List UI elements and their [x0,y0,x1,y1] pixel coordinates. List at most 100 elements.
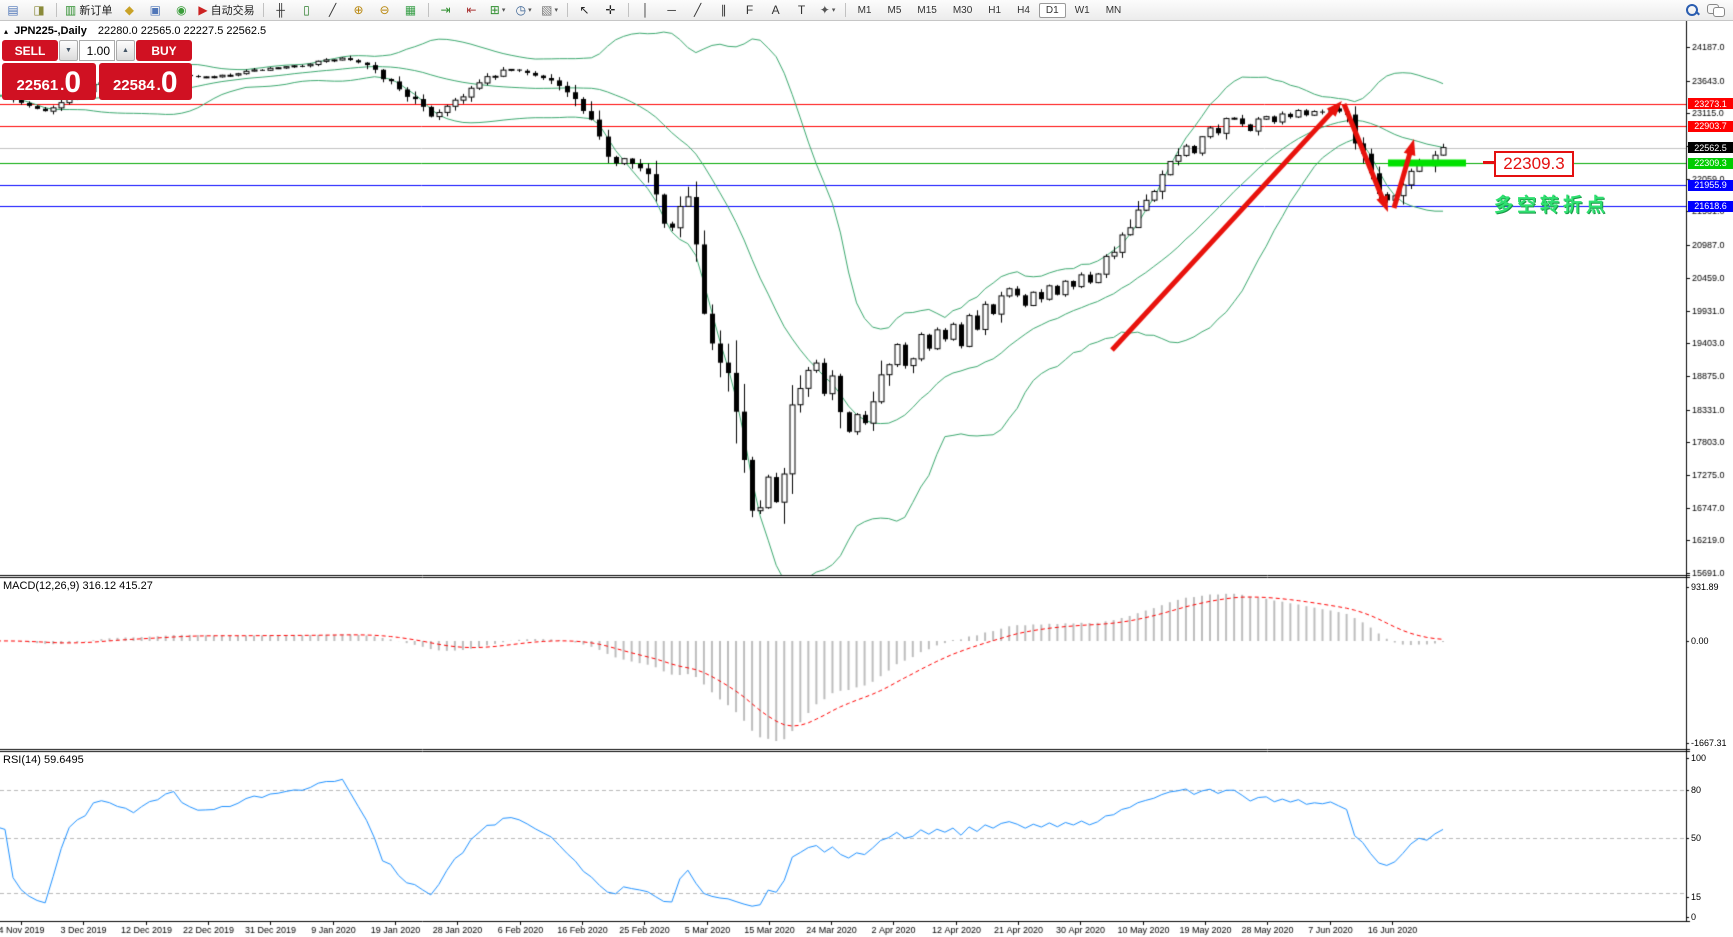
indicator-list-icon: ◆ [124,3,134,17]
toolbar-separator [427,3,429,17]
line-chart-icon[interactable]: ╱ [321,0,345,20]
rsi-axis-label: 15 [1691,892,1702,902]
profiles-icon: ◨ [33,3,45,17]
fibonacci-icon: F [745,3,754,17]
rsi-axis-label: 50 [1691,833,1702,843]
crosshair-icon[interactable]: ✛ [599,0,623,20]
trendline-icon: ╱ [693,3,702,17]
bid-pip-digit: 0 [64,66,82,99]
timeframe-d1[interactable]: D1 [1038,2,1066,18]
signals-icon[interactable]: ◉ [169,0,193,20]
add-indicator-icon: ⊞ [489,3,500,17]
ask-main-digits: 22584 [112,77,155,94]
ohlc-values: 22280.0 22565.0 22227.5 22562.5 [97,25,267,37]
add-indicator-icon-dropdown[interactable]: ▾ [501,7,506,14]
horizontal-line-icon[interactable]: ─ [660,0,684,20]
arrows-icon: ✦ [819,3,830,17]
toolbar-separator [566,3,568,17]
timeframe-m15[interactable]: M15 [917,4,937,16]
cursor-icon[interactable]: ↖ [573,0,597,20]
callout-anchor-tick [1483,161,1494,164]
price-badge: 21618.6 [1688,200,1733,212]
chat-icon[interactable] [1707,4,1725,17]
macd-axis-label: 0.00 [1691,636,1709,646]
auto-scroll-icon[interactable]: ⇥ [434,0,458,20]
timeframe-w1[interactable]: W1 [1074,4,1090,16]
new-chart-icon[interactable]: ▤ [1,0,25,20]
trendline-icon[interactable]: ╱ [686,0,710,20]
add-indicator-icon[interactable]: ⊞ ▾ [486,0,510,20]
macd-label: MACD(12,26,9) 316.12 415.27 [3,580,153,592]
fibonacci-icon[interactable]: F [738,0,762,20]
toolbar-separator [56,3,57,17]
arrows-icon[interactable]: ✦ ▾ [816,0,840,20]
templates-icon-dropdown[interactable]: ▾ [554,7,558,14]
ask-pip-digit: 0 [160,66,178,99]
search-icon[interactable] [1685,3,1700,17]
chart-shift-icon[interactable]: ⇤ [460,0,484,20]
new-order-icon-label: 新订单 [79,5,113,17]
bid-price[interactable]: 22561. 0 [2,63,96,100]
one-click-trading-panel: SELL ▼ 1.00 ▲ BUY 22561. 0 22584. 0 [2,40,192,100]
price-badge: 23273.1 [1688,98,1733,110]
ask-dot: . [156,77,161,94]
arrows-icon-dropdown[interactable]: ▾ [831,7,836,14]
sell-button[interactable]: SELL [2,40,58,61]
candles-chart-icon: ▯ [303,3,310,17]
templates-icon: ▧ [541,3,553,17]
periods-icon-dropdown[interactable]: ▾ [528,7,532,14]
turning-point-annotation: 多空转折点 [1494,195,1610,216]
new-order-icon[interactable]: ▥ 新订单 [62,0,115,20]
collapse-panel-icon[interactable]: ▴ [4,27,9,36]
periods-icon[interactable]: ◷ ▾ [512,0,536,20]
macd-axis-label: 931.89 [1691,582,1719,592]
horizontal-line-icon: ─ [667,3,676,17]
rsi-axis-label: 80 [1691,785,1702,795]
text-label-icon: T [797,3,806,17]
autotrading-icon[interactable]: ▶ 自动交易 [195,0,257,20]
bars-chart-icon: ╫ [276,3,285,17]
timeframe-m30[interactable]: M30 [952,4,973,16]
toolbar-right [1681,3,1727,17]
text-icon: A [771,3,780,17]
timeframe-m1[interactable]: M1 [857,4,872,16]
periods-icon: ◷ [515,3,527,17]
templates-icon[interactable]: ▧ ▾ [538,0,562,20]
timeframe-h4[interactable]: H4 [1017,4,1030,16]
buy-button[interactable]: BUY [136,40,192,61]
price-badge: 22903.7 [1688,120,1733,132]
text-icon[interactable]: A [764,0,788,20]
volume-input[interactable]: 1.00 [79,40,115,61]
rsi-axis-label: 100 [1691,753,1707,763]
rsi-label: RSI(14) 59.6495 [3,754,84,766]
zoom-out-icon: ⊖ [379,3,390,17]
timeframe-mn[interactable]: MN [1105,4,1122,16]
volume-increase-button[interactable]: ▲ [116,40,135,61]
macd-axis-label: -1667.31 [1691,738,1727,748]
price-badge: 22562.5 [1688,142,1733,154]
timeframe-h1[interactable]: H1 [988,4,1002,16]
candles-chart-icon[interactable]: ▯ [295,0,319,20]
market-watch-icon[interactable]: ▣ [143,0,167,20]
volume-decrease-button[interactable]: ▼ [59,40,78,61]
ask-price[interactable]: 22584. 0 [98,63,192,100]
tile-windows-icon[interactable]: ▦ [399,0,423,20]
indicator-list-icon[interactable]: ◆ [117,0,141,20]
chart-shift-icon: ⇤ [466,3,477,17]
price-badge: 22309.3 [1688,157,1733,169]
zoom-in-icon[interactable]: ⊕ [347,0,371,20]
bars-chart-icon[interactable]: ╫ [269,0,293,20]
autotrading-icon: ▶ [198,3,208,17]
channel-icon[interactable]: ∥ [712,0,736,20]
profiles-icon[interactable]: ◨ [27,0,51,20]
zoom-out-icon[interactable]: ⊖ [373,0,397,20]
main-toolbar: ▤ ◨ ▥ 新订单 ◆ ▣ ◉ ▶ 自动交易 ╫ ▯ ╱ ⊕ ⊖ ▦ ⇥ ⇤ ⊞ ▾ ◷ ▾ ▧ ▾ ↖ ✛ │ ─ ╱ ∥ F A T ✦ ▾ … [0,0,1733,21]
toolbar-separator [262,3,264,17]
chart-title-row: ▴ JPN225-,Daily 22280.0 22565.0 22227.5 … [4,25,266,37]
timeframe-toolbar: M1 M5 M15 M30 H1 H4 D1 W1 MN [850,2,1130,18]
timeframe-m5[interactable]: M5 [887,4,902,16]
text-label-icon[interactable]: T [790,0,814,20]
vertical-line-icon[interactable]: │ [634,0,658,20]
toolbar-separator [627,3,629,17]
